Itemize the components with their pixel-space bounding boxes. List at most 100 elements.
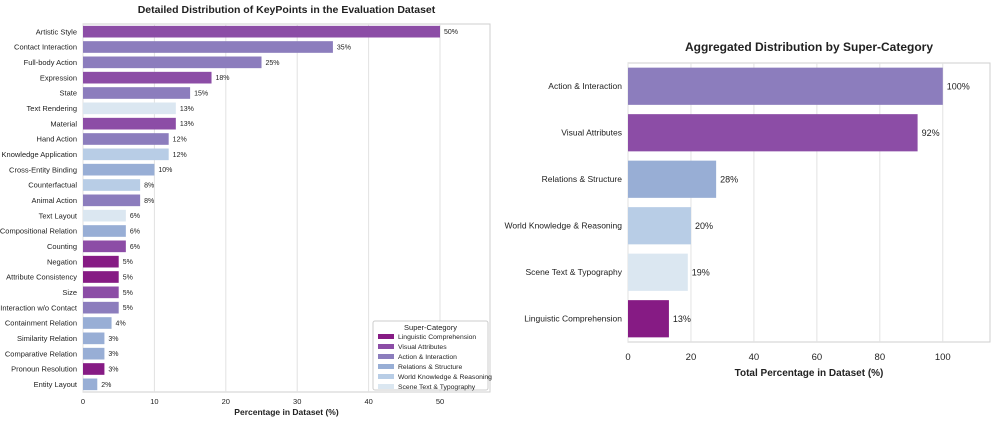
legend-box (372, 320, 489, 391)
legend-swatch (378, 364, 394, 369)
bar-value-label: 28% (720, 174, 738, 184)
bar-value-label: 3% (108, 336, 118, 343)
bar (83, 225, 126, 237)
bar (83, 240, 126, 253)
category-label: Action & Interaction (548, 81, 622, 91)
category-label: Relations & Structure (542, 174, 623, 184)
bar-value-label: 8% (144, 182, 154, 189)
legend-entry: Scene Text & Typography (398, 384, 476, 391)
bar (83, 41, 333, 53)
bar-value-label: 13% (673, 314, 691, 324)
bar-value-label: 8% (144, 198, 154, 205)
category-label: Knowledge Application (2, 150, 77, 159)
legend-swatch (378, 344, 394, 349)
x-tick-label: 0 (81, 397, 85, 406)
bar-value-label: 12% (173, 152, 187, 159)
bar (628, 160, 717, 198)
x-tick-label: 30 (293, 397, 301, 406)
bar (83, 87, 191, 99)
legend-entry: Action & Interaction (398, 354, 457, 361)
x-tick-label: 40 (749, 352, 760, 363)
bar (83, 301, 119, 314)
bar (83, 271, 119, 283)
bar-value-label: 2% (101, 382, 111, 389)
category-label: Comparative Relation (5, 349, 77, 358)
bar-value-label: 18% (216, 75, 230, 82)
bar (83, 347, 105, 360)
bar (83, 56, 262, 69)
bar-value-label: 19% (692, 267, 710, 277)
bar (83, 25, 441, 38)
bar-value-label: 3% (108, 366, 118, 373)
x-tick-label: 20 (686, 352, 697, 363)
category-label: Scene Text & Typography (525, 267, 622, 277)
bar-value-label: 6% (130, 244, 140, 251)
bar (628, 67, 943, 105)
legend-entry: Visual Attributes (398, 344, 447, 351)
bar (628, 253, 688, 291)
category-label: Entity Layout (34, 380, 78, 389)
legend-swatch (378, 384, 394, 389)
bar (83, 148, 169, 161)
x-tick-label: 50 (436, 397, 444, 406)
bar-value-label: 92% (922, 128, 940, 138)
bar-value-label: 13% (180, 106, 194, 113)
bar-value-label: 35% (337, 44, 351, 51)
bar (83, 286, 119, 299)
category-label: Pronoun Resolution (11, 365, 77, 374)
category-label: Negation (47, 257, 77, 266)
category-label: Similarity Relation (17, 334, 77, 343)
bar-value-label: 5% (123, 259, 133, 266)
category-label: Animal Action (32, 196, 77, 205)
bar (83, 317, 112, 329)
category-label: Full-body Action (24, 58, 77, 67)
x-tick-label: 10 (150, 397, 158, 406)
bar-value-label: 5% (123, 274, 133, 281)
category-label: Material (50, 119, 77, 128)
x-tick-label: 0 (625, 352, 630, 363)
x-tick-label: 20 (222, 397, 230, 406)
category-label: Compositional Relation (0, 227, 77, 236)
bar (83, 102, 176, 115)
legend-title: Super-Category (404, 323, 457, 332)
category-label: Visual Attributes (561, 128, 622, 138)
bar-value-label: 3% (108, 351, 118, 358)
bar-value-label: 25% (266, 60, 280, 67)
bar-value-label: 100% (947, 81, 970, 91)
bar-value-label: 5% (123, 305, 133, 312)
chart-title: Aggregated Distribution by Super-Categor… (685, 40, 933, 54)
category-label: Counterfactual (28, 181, 77, 190)
legend-entry: World Knowledge & Reasoning (398, 374, 492, 381)
category-label: World Knowledge & Reasoning (505, 221, 623, 231)
x-tick-label: 60 (812, 352, 823, 363)
category-label: Text Layout (39, 211, 78, 220)
plot-frame (627, 62, 991, 343)
bar (83, 209, 126, 222)
category-label: Text Rendering (27, 104, 77, 113)
category-label: Contact Interaction (14, 43, 77, 52)
bar-value-label: 6% (130, 213, 140, 220)
x-axis-label: Percentage in Dataset (%) (234, 407, 339, 417)
legend-swatch (378, 374, 394, 379)
bar (83, 133, 169, 145)
category-label: Linguistic Comprehension (524, 314, 622, 324)
bar-value-label: 12% (173, 136, 187, 143)
bar-value-label: 5% (123, 290, 133, 297)
bar-value-label: 4% (116, 320, 126, 327)
bar-value-label: 15% (194, 90, 208, 97)
category-label: Interaction w/o Contact (0, 303, 78, 312)
bar (628, 114, 918, 152)
bar-value-label: 13% (180, 121, 194, 128)
legend-swatch (378, 334, 394, 339)
category-label: Size (62, 288, 77, 297)
bar (83, 378, 98, 391)
bar (83, 71, 212, 84)
bar (628, 207, 691, 245)
legend-entry: Relations & Structure (398, 364, 462, 371)
category-label: Counting (47, 242, 77, 251)
chart-title: Detailed Distribution of KeyPoints in th… (138, 4, 436, 16)
bar-value-label: 10% (158, 167, 172, 174)
category-label: Attribute Consistency (6, 273, 77, 282)
x-tick-label: 100 (935, 352, 951, 363)
